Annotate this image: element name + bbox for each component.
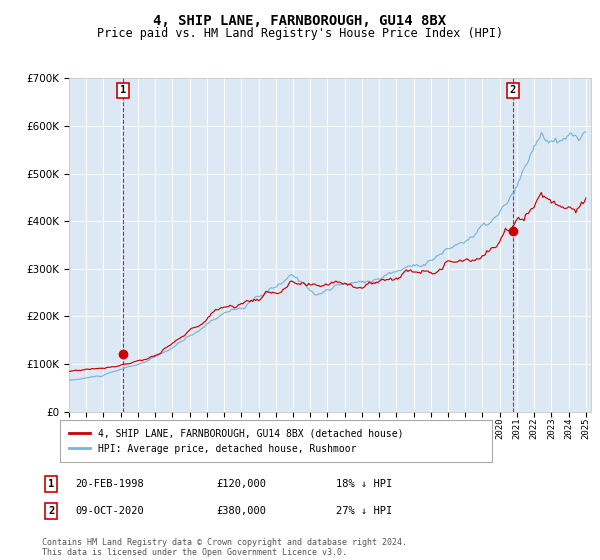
Text: 18% ↓ HPI: 18% ↓ HPI (336, 479, 392, 489)
Text: 20-FEB-1998: 20-FEB-1998 (75, 479, 144, 489)
Text: £380,000: £380,000 (216, 506, 266, 516)
Text: 4, SHIP LANE, FARNBOROUGH, GU14 8BX: 4, SHIP LANE, FARNBOROUGH, GU14 8BX (154, 14, 446, 28)
Text: 09-OCT-2020: 09-OCT-2020 (75, 506, 144, 516)
Text: Price paid vs. HM Land Registry's House Price Index (HPI): Price paid vs. HM Land Registry's House … (97, 27, 503, 40)
Text: Contains HM Land Registry data © Crown copyright and database right 2024.
This d: Contains HM Land Registry data © Crown c… (42, 538, 407, 557)
Text: 1: 1 (48, 479, 54, 489)
Text: 2: 2 (510, 85, 516, 95)
Text: 27% ↓ HPI: 27% ↓ HPI (336, 506, 392, 516)
Text: 2: 2 (48, 506, 54, 516)
Text: £120,000: £120,000 (216, 479, 266, 489)
Legend: 4, SHIP LANE, FARNBOROUGH, GU14 8BX (detached house), HPI: Average price, detach: 4, SHIP LANE, FARNBOROUGH, GU14 8BX (det… (65, 424, 407, 458)
Text: 1: 1 (120, 85, 126, 95)
